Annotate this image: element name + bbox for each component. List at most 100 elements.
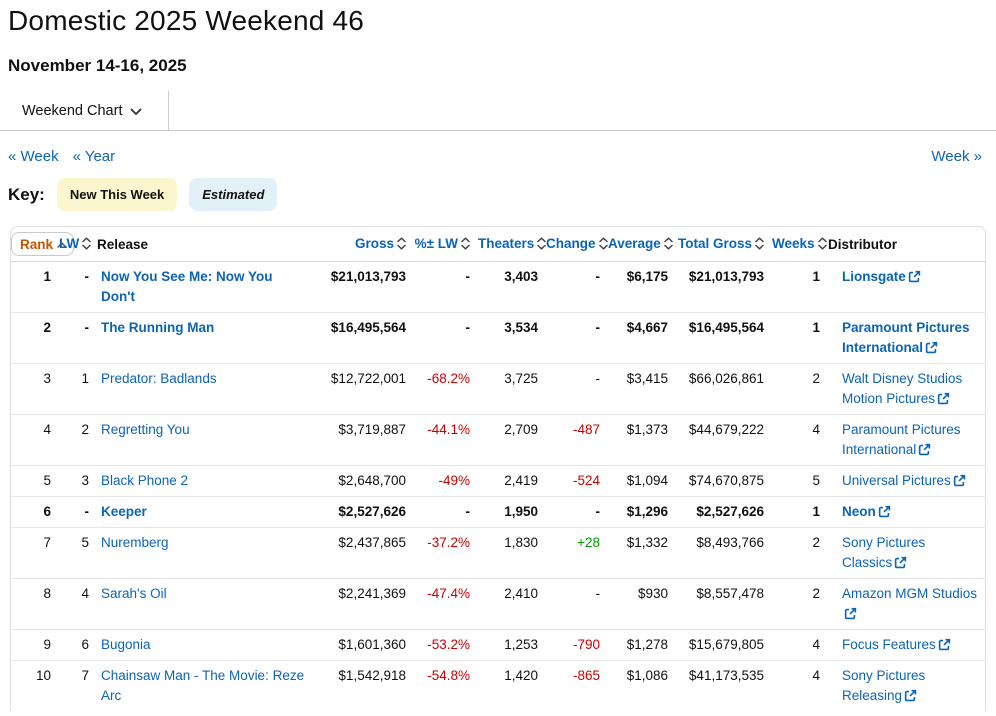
change-cell: +28: [546, 527, 608, 579]
col-header-pct_lw[interactable]: %± LW: [414, 227, 478, 262]
rank-cell: 2: [11, 312, 59, 364]
distributor-link[interactable]: Neon: [842, 504, 891, 519]
distributor-link[interactable]: Focus Features: [842, 637, 951, 652]
release-link[interactable]: Keeper: [101, 504, 147, 519]
col-header-label: LW: [59, 235, 80, 251]
distributor-link[interactable]: Paramount Pictures International: [842, 422, 961, 457]
lw-cell: 4: [59, 578, 97, 630]
weekend-chart-table: Rank LW Release Gross %± LW Theaters Change Ave…: [10, 226, 986, 711]
average-cell: $1,373: [608, 414, 676, 466]
theaters-cell: 2,419: [478, 465, 546, 497]
release-cell: Sarah's Oil: [97, 578, 322, 630]
gross-cell: $2,648,700: [322, 465, 414, 497]
col-header-label: Total Gross: [677, 235, 752, 251]
weekend-chart-dropdown-label: Weekend Chart: [22, 102, 123, 119]
change-cell: -: [546, 363, 608, 415]
sort-updown-icon: [461, 236, 470, 253]
release-link[interactable]: Regretting You: [101, 422, 190, 437]
gross-cell: $2,437,865: [322, 527, 414, 579]
pct-lw-cell: -53.2%: [414, 629, 478, 661]
external-link-icon: [876, 504, 891, 519]
col-header-average[interactable]: Average: [608, 227, 676, 262]
weeks-cell: 4: [772, 414, 828, 466]
total-gross-cell: $8,557,478: [676, 578, 772, 630]
col-header-label: Rank: [20, 237, 54, 252]
col-header-label: %± LW: [414, 235, 458, 251]
release-link[interactable]: Now You See Me: Now You Don't: [101, 269, 273, 304]
release-link[interactable]: Predator: Badlands: [101, 371, 217, 386]
col-header-weeks[interactable]: Weeks: [772, 227, 828, 262]
rank-cell: 3: [11, 363, 59, 415]
distributor-link[interactable]: Sony Pictures Releasing: [842, 668, 925, 703]
gross-cell: $2,241,369: [322, 578, 414, 630]
distributor-link[interactable]: Paramount Pictures International: [842, 320, 970, 355]
release-link[interactable]: Chainsaw Man - The Movie: Reze Arc: [101, 668, 305, 703]
external-link-icon: [935, 391, 950, 406]
table-row: 2 - The Running Man $16,495,564 - 3,534 …: [11, 312, 986, 364]
sort-updown-icon: [817, 236, 827, 253]
distributor-link[interactable]: Universal Pictures: [842, 473, 966, 488]
theaters-cell: 3,534: [478, 312, 546, 364]
col-header-label: Release: [97, 236, 149, 252]
col-header-rank[interactable]: Rank: [11, 227, 75, 262]
key-label: Key:: [8, 184, 45, 204]
lw-cell: 7: [59, 660, 97, 711]
distributor-cell: Sony Pictures Classics: [828, 527, 986, 579]
table-header-row: Rank LW Release Gross %± LW Theaters Change Ave…: [11, 227, 986, 262]
distributor-name: Sony Pictures Releasing: [842, 668, 926, 703]
theaters-cell: 2,709: [478, 414, 546, 466]
distributor-cell: Walt Disney Studios Motion Pictures: [828, 363, 986, 415]
external-link-icon: [842, 606, 857, 621]
external-link-icon: [902, 688, 917, 703]
page-title: Domestic 2025 Weekend 46: [8, 5, 365, 36]
total-gross-cell: $41,173,535: [676, 660, 772, 711]
col-header-theaters[interactable]: Theaters: [478, 227, 547, 262]
distributor-cell: Paramount Pictures International: [828, 414, 986, 466]
release-link[interactable]: Nuremberg: [101, 535, 169, 550]
gross-cell: $1,542,918: [322, 660, 414, 711]
release-cell: Nuremberg: [97, 527, 322, 579]
average-cell: $6,175: [626, 269, 668, 284]
change-cell: -: [546, 312, 608, 364]
distributor-link[interactable]: Walt Disney Studios Motion Pictures: [842, 371, 962, 406]
distributor-link[interactable]: Lionsgate: [842, 269, 921, 284]
release-link[interactable]: Bugonia: [101, 637, 151, 652]
total-gross-cell: $66,026,861: [676, 363, 772, 415]
prev-year-link[interactable]: « Year: [72, 148, 116, 165]
col-header-label: Weeks: [772, 235, 815, 251]
total-gross-cell: $74,670,875: [676, 465, 772, 497]
distributor-link[interactable]: Amazon MGM Studios: [842, 586, 977, 621]
table-row: 5 3 Black Phone 2 $2,648,700 -49% 2,419 …: [11, 465, 986, 497]
col-header-total_gross[interactable]: Total Gross: [676, 227, 772, 262]
rank-cell: 7: [11, 527, 59, 579]
prev-week-link[interactable]: « Week: [8, 148, 59, 165]
weeks-cell: 2: [772, 578, 828, 630]
lw-cell: 5: [59, 527, 97, 579]
average-cell: $4,667: [608, 312, 676, 364]
weeks-cell: 2: [772, 363, 828, 415]
weeks-cell: 4: [772, 629, 828, 661]
external-link-icon: [892, 555, 907, 570]
col-header-change[interactable]: Change: [546, 227, 608, 262]
col-header-gross[interactable]: Gross: [322, 227, 414, 262]
change-cell: -790: [546, 629, 608, 661]
lw-cell: 6: [59, 629, 97, 661]
lw-cell: 2: [59, 414, 97, 466]
distributor-link[interactable]: Sony Pictures Classics: [842, 535, 925, 570]
theaters-cell: 3,403: [504, 269, 538, 284]
external-link-icon: [936, 637, 951, 652]
distributor-name: Lionsgate: [842, 269, 906, 284]
weeks-cell: 2: [772, 527, 828, 579]
release-link[interactable]: Black Phone 2: [101, 473, 189, 488]
change-cell: -524: [546, 465, 608, 497]
release-cell: Now You See Me: Now You Don't: [97, 262, 322, 313]
rank-cell: 4: [11, 414, 59, 466]
release-link[interactable]: The Running Man: [101, 320, 215, 335]
weekend-chart-dropdown[interactable]: Weekend Chart: [0, 91, 170, 130]
pct-lw-cell: -37.2%: [414, 527, 478, 579]
distributor-name: Paramount Pictures International: [842, 422, 961, 457]
distributor-cell: Paramount Pictures International: [828, 312, 986, 364]
average-cell: $1,332: [608, 527, 676, 579]
next-week-link[interactable]: Week »: [931, 148, 982, 165]
release-link[interactable]: Sarah's Oil: [101, 586, 167, 601]
